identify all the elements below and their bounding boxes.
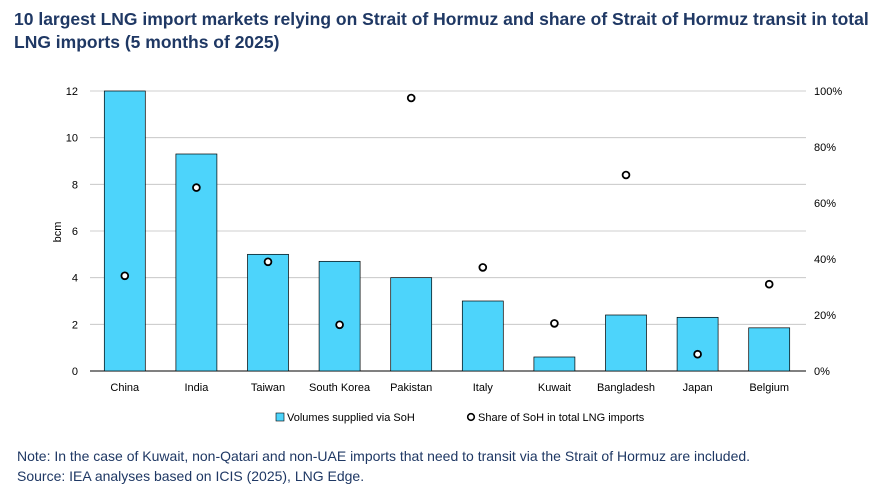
bars [103, 90, 791, 372]
legend-bar-label: Volumes supplied via SoH [287, 412, 415, 424]
share-marker [335, 320, 344, 330]
x-tick-label: Bangladesh [597, 382, 655, 394]
y2-tick-label: 20% [814, 310, 836, 322]
share-marker [120, 271, 130, 281]
x-tick-label: South Korea [309, 382, 371, 394]
bar [748, 327, 791, 372]
y-tick-label: 12 [66, 86, 78, 98]
bar [247, 253, 289, 372]
y-axis-left-ticks: 0 2 4 6 8 10 12 [66, 86, 78, 378]
x-tick-label: Kuwait [538, 382, 571, 394]
x-tick-label: Italy [473, 382, 494, 394]
combo-chart: 0 2 4 6 8 10 12 0% 20% 40% 60% 80% 100% China India T… [52, 86, 842, 424]
y2-tick-label: 40% [814, 254, 836, 266]
y-tick-label: 2 [72, 319, 78, 331]
legend: Volumes supplied via SoH Share of SoH in… [275, 412, 645, 424]
y-tick-label: 10 [66, 133, 78, 145]
legend-marker-label: Share of SoH in total LNG imports [478, 412, 645, 424]
y2-tick-label: 100% [814, 86, 842, 98]
y2-tick-label: 60% [814, 198, 836, 210]
share-marker [693, 349, 702, 359]
note-text: Note: In the case of Kuwait, non-Qatari … [17, 448, 751, 464]
x-axis-labels: China India Taiwan South Korea Pakistan Italy… [110, 382, 789, 394]
share-marker [406, 93, 416, 103]
share-marker [263, 257, 273, 267]
footnotes: Note: In the case of Kuwait, non-Qatari … [17, 446, 877, 486]
share-marker [192, 183, 201, 192]
legend-bar-swatch [275, 412, 285, 422]
bar [461, 300, 504, 372]
y-tick-label: 6 [72, 226, 78, 238]
y-tick-label: 4 [72, 273, 78, 285]
markers [120, 93, 774, 359]
x-tick-label: Pakistan [390, 382, 432, 394]
share-marker [478, 263, 488, 272]
share-marker [550, 319, 559, 328]
y-tick-label: 0 [72, 366, 78, 378]
bar [533, 356, 576, 372]
y-tick-label: 8 [72, 179, 78, 191]
bar [605, 314, 647, 372]
legend-marker-swatch [466, 412, 476, 422]
y-axis-right-ticks: 0% 20% 40% 60% 80% 100% [814, 86, 842, 378]
y2-tick-label: 0% [814, 366, 830, 378]
chart-title: 10 largest LNG import markets relying on… [14, 9, 869, 52]
x-tick-label: Belgium [749, 382, 789, 394]
y2-tick-label: 80% [814, 142, 836, 154]
x-tick-label: Japan [683, 382, 713, 394]
source-text: Source: IEA analyses based on ICIS (2025… [17, 468, 365, 484]
share-marker [621, 170, 631, 180]
bar [318, 260, 361, 372]
bar [103, 90, 146, 372]
x-tick-label: China [110, 382, 140, 394]
bar [676, 316, 719, 372]
y-axis-title: bcm [52, 222, 64, 243]
bar [390, 277, 433, 372]
x-tick-label: India [184, 382, 209, 394]
x-tick-label: Taiwan [251, 382, 285, 394]
share-marker [764, 279, 774, 289]
